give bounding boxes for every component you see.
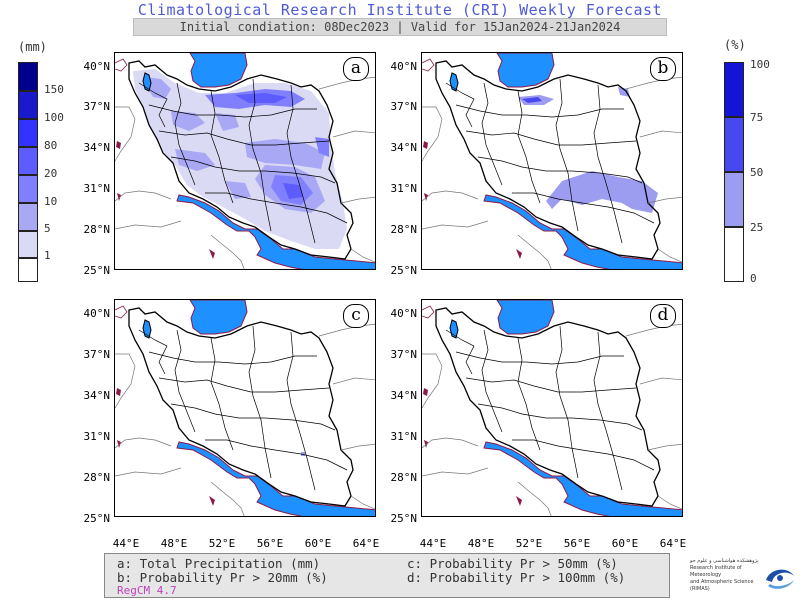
lon-tick: 52°E (515, 537, 543, 550)
colorbar-label: 20 (44, 167, 58, 180)
lat-tick: 40°N (83, 60, 111, 73)
lon-tick: 48°E (160, 537, 188, 550)
lon-tick: 52°E (208, 537, 236, 550)
lat-tick: 31°N (83, 430, 111, 443)
logo-line: Research Institute of Meteorology (690, 565, 742, 578)
probability-colorbar-unit: (%) (724, 38, 746, 52)
colorbar-label: 0 (750, 272, 757, 285)
logo-line: and Atmospheric Science (RIMAS) (690, 579, 754, 592)
lat-tick: 37°N (390, 348, 418, 361)
lat-tick: 40°N (390, 60, 418, 73)
lon-tick: 64°E (352, 537, 380, 550)
precip-colorbar: (mm) 150 100 80 20 10 5 1 (18, 40, 78, 290)
lon-tick: 60°E (304, 537, 332, 550)
legend-item-c: c: Probability Pr > 50mm (%) (407, 556, 618, 571)
institute-logo: پژوهشکده هواشناسی و علوم جو Research Ins… (690, 556, 800, 596)
lat-tick: 31°N (83, 182, 111, 195)
lat-tick: 25°N (83, 264, 111, 277)
lat-tick: 25°N (390, 264, 418, 277)
lat-tick: 37°N (83, 100, 111, 113)
lat-tick: 25°N (83, 512, 111, 525)
lat-tick: 34°N (83, 141, 111, 154)
page-title: Climatological Research Institute (CRI) … (137, 1, 663, 19)
colorbar-label: 25 (750, 221, 764, 234)
colorbar-cell (18, 91, 38, 119)
colorbar-label: 100 (750, 58, 770, 71)
lon-tick: 44°E (112, 537, 140, 550)
lat-tick: 40°N (83, 307, 111, 320)
lat-tick: 28°N (83, 471, 111, 484)
lon-tick: 60°E (611, 537, 639, 550)
colorbar-cell (724, 227, 744, 282)
colorbar-label: 100 (44, 111, 64, 124)
logo-text: پژوهشکده هواشناسی و علوم جو Research Ins… (690, 558, 760, 593)
colorbar-label: 5 (44, 222, 51, 235)
precip-shading (133, 69, 347, 249)
panel-b-probability-20mm-map: b (421, 52, 683, 270)
colorbar-cell (18, 147, 38, 175)
colorbar-cell (18, 258, 38, 282)
logo-swirl-icon (766, 569, 794, 589)
panel-c-probability-50mm-map: c (114, 299, 376, 517)
probability-colorbar: (%) 100 75 50 25 0 (724, 38, 794, 288)
model-name: RegCM 4.7 (117, 584, 177, 597)
colorbar-cell (724, 172, 744, 227)
lat-tick: 28°N (390, 223, 418, 236)
panel-d-probability-100mm-map: d (421, 299, 683, 517)
colorbar-cell (18, 62, 38, 91)
colorbar-label: 1 (44, 249, 51, 262)
lon-tick: 56°E (256, 537, 284, 550)
lon-tick: 44°E (419, 537, 447, 550)
colorbar-cell (724, 62, 744, 117)
lat-tick: 40°N (390, 307, 418, 320)
precip-colorbar-unit: (mm) (18, 40, 47, 54)
lat-tick: 25°N (390, 512, 418, 525)
legend-item-d: d: Probability Pr > 100mm (%) (407, 570, 626, 585)
colorbar-label: 10 (44, 195, 58, 208)
lat-tick: 31°N (390, 430, 418, 443)
colorbar-cell (18, 203, 38, 231)
colorbar-label: 80 (44, 139, 58, 152)
panel-letter: d (650, 304, 676, 328)
panel-legend: a: Total Precipitation (mm) b: Probabili… (104, 553, 670, 598)
logo-line: پژوهشکده هواشناسی و علوم جو (690, 558, 759, 564)
panel-a-precipitation-map: a (114, 52, 376, 270)
lat-tick: 28°N (83, 223, 111, 236)
probability-shading (518, 87, 658, 213)
lon-tick: 64°E (659, 537, 687, 550)
legend-item-b: b: Probability Pr > 20mm (%) (117, 570, 328, 585)
panel-letter: c (343, 304, 369, 328)
panel-letter: a (343, 57, 369, 81)
colorbar-cell (724, 117, 744, 172)
colorbar-label: 75 (750, 111, 764, 124)
colorbar-cell (18, 119, 38, 147)
lat-tick: 34°N (390, 389, 418, 402)
colorbar-cell (18, 231, 38, 258)
lon-tick: 48°E (467, 537, 495, 550)
legend-item-a: a: Total Precipitation (mm) (117, 556, 321, 571)
colorbar-label: 150 (44, 83, 64, 96)
panel-letter: b (650, 57, 676, 81)
page-subtitle: Initial condiation: 08Dec2023 | Valid fo… (133, 18, 667, 36)
lat-tick: 37°N (83, 348, 111, 361)
colorbar-label: 50 (750, 166, 764, 179)
lat-tick: 34°N (83, 389, 111, 402)
lat-tick: 37°N (390, 100, 418, 113)
colorbar-cell (18, 175, 38, 203)
lat-tick: 34°N (390, 141, 418, 154)
lon-tick: 56°E (563, 537, 591, 550)
lat-tick: 31°N (390, 182, 418, 195)
lat-tick: 28°N (390, 471, 418, 484)
